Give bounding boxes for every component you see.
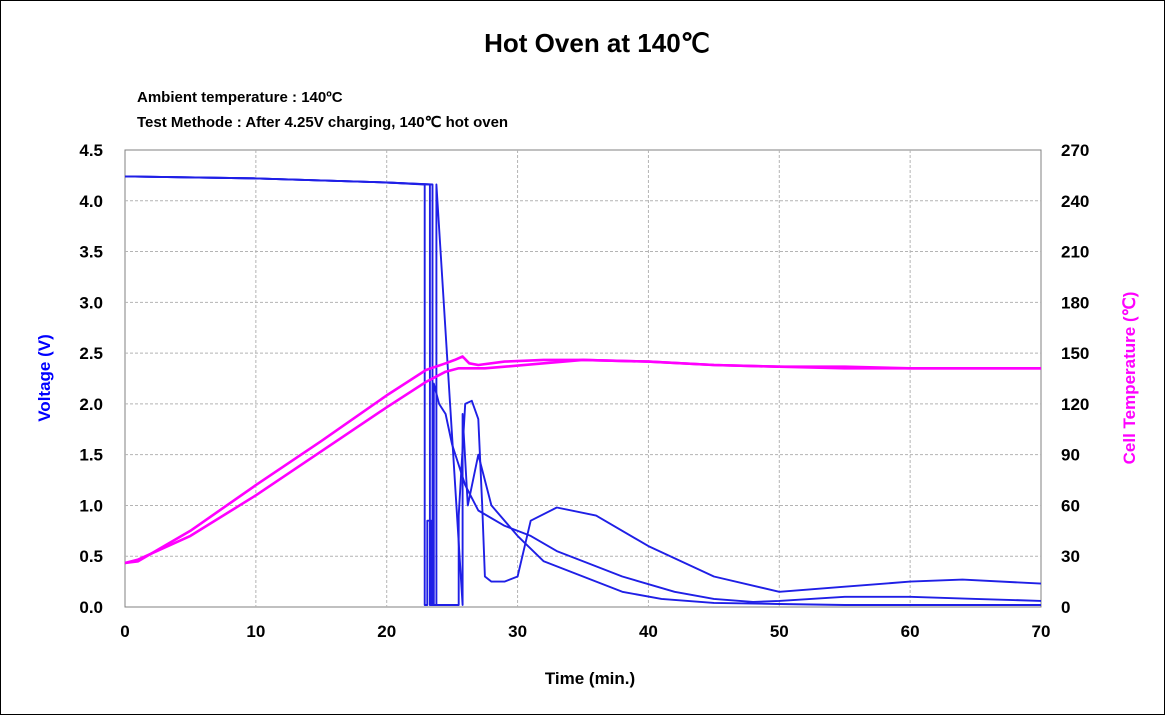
y-tick-label: 4.5 [79, 141, 103, 160]
y-tick-label: 3.5 [79, 243, 103, 262]
annotation-ambient: Ambient temperature : 140ºC [137, 89, 343, 106]
y-tick-label: 1.0 [79, 496, 103, 515]
x-tick-label: 70 [1032, 622, 1051, 641]
x-tick-label: 20 [377, 622, 396, 641]
x-tick-label: 10 [246, 622, 265, 641]
x-axis-title: Time (min.) [545, 669, 635, 688]
tick-labels: 0 10 20 30 40 50 60 70 0.0 0.5 1.0 1.5 2.0 2.5 3.0 3.5 4… [79, 141, 1089, 641]
x-tick-label: 0 [120, 622, 129, 641]
y-axis-title-voltage: Voltage (V) [35, 334, 54, 422]
y2-tick-label: 30 [1061, 547, 1080, 566]
y-tick-label: 3.0 [79, 293, 103, 312]
series-group [124, 175, 1042, 606]
y-tick-label: 2.0 [79, 395, 103, 414]
y-tick-label: 0.5 [79, 547, 103, 566]
x-tick-label: 30 [508, 622, 527, 641]
voltage-series-line [124, 175, 1041, 606]
y2-tick-label: 180 [1061, 293, 1089, 312]
y-tick-label: 0.0 [79, 598, 103, 617]
y-tick-label: 2.5 [79, 344, 103, 363]
y2-tick-label: 270 [1061, 141, 1089, 160]
y2-tick-label: 60 [1061, 496, 1080, 515]
y-tick-label: 1.5 [79, 446, 103, 465]
temperature-series-line [124, 358, 1041, 565]
chart-title: Hot Oven at 140℃ [484, 28, 710, 58]
y-axis-title-temperature: Cell Temperature (℃) [1120, 292, 1139, 465]
annotation-test-method: Test Methode : After 4.25V charging, 140… [137, 114, 508, 131]
x-tick-label: 50 [770, 622, 789, 641]
grid [125, 150, 1041, 607]
plot-area [124, 149, 1042, 608]
y2-tick-label: 0 [1061, 598, 1070, 617]
y2-tick-label: 120 [1061, 395, 1089, 414]
y-tick-label: 4.0 [79, 192, 103, 211]
y2-tick-label: 90 [1061, 446, 1080, 465]
y2-tick-label: 150 [1061, 344, 1089, 363]
y2-tick-label: 240 [1061, 192, 1089, 211]
x-tick-label: 40 [639, 622, 658, 641]
y2-tick-label: 210 [1061, 243, 1089, 262]
x-tick-label: 60 [901, 622, 920, 641]
